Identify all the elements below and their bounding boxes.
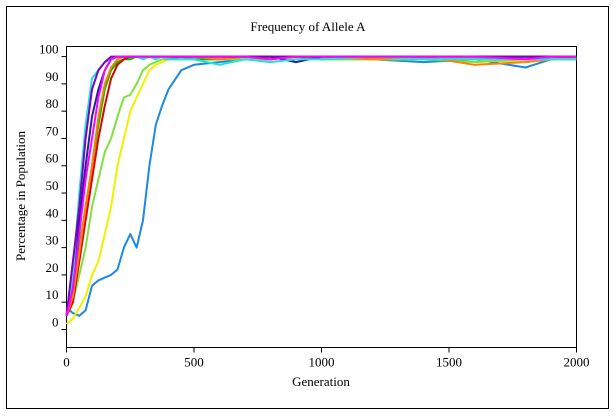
y-tick-label: 100 (39, 42, 59, 57)
y-tick-label: 60 (46, 151, 59, 166)
y-tick-label: 30 (46, 233, 59, 248)
x-tick-label: 1500 (436, 354, 462, 369)
x-tick-label: 2000 (564, 354, 590, 369)
y-axis-label: Percentage in Population (13, 131, 28, 261)
y-tick-label: 50 (46, 178, 59, 193)
y-tick-label: 90 (46, 69, 59, 84)
x-tick-label: 500 (184, 354, 204, 369)
y-tick-label: 70 (46, 123, 59, 138)
x-tick-label: 1000 (309, 354, 335, 369)
x-axis-label: Generation (292, 374, 350, 389)
y-tick-label: 40 (46, 205, 59, 220)
chart-title: Frequency of Allele A (250, 19, 366, 34)
plot-area (66, 46, 577, 348)
y-tick-label: 10 (46, 287, 59, 302)
series-line (65, 55, 577, 317)
x-tick-label: 0 (63, 354, 70, 369)
y-tick-label: 0 (52, 314, 59, 329)
y-tick-label: 20 (46, 260, 59, 275)
y-tick-label: 80 (46, 96, 59, 111)
